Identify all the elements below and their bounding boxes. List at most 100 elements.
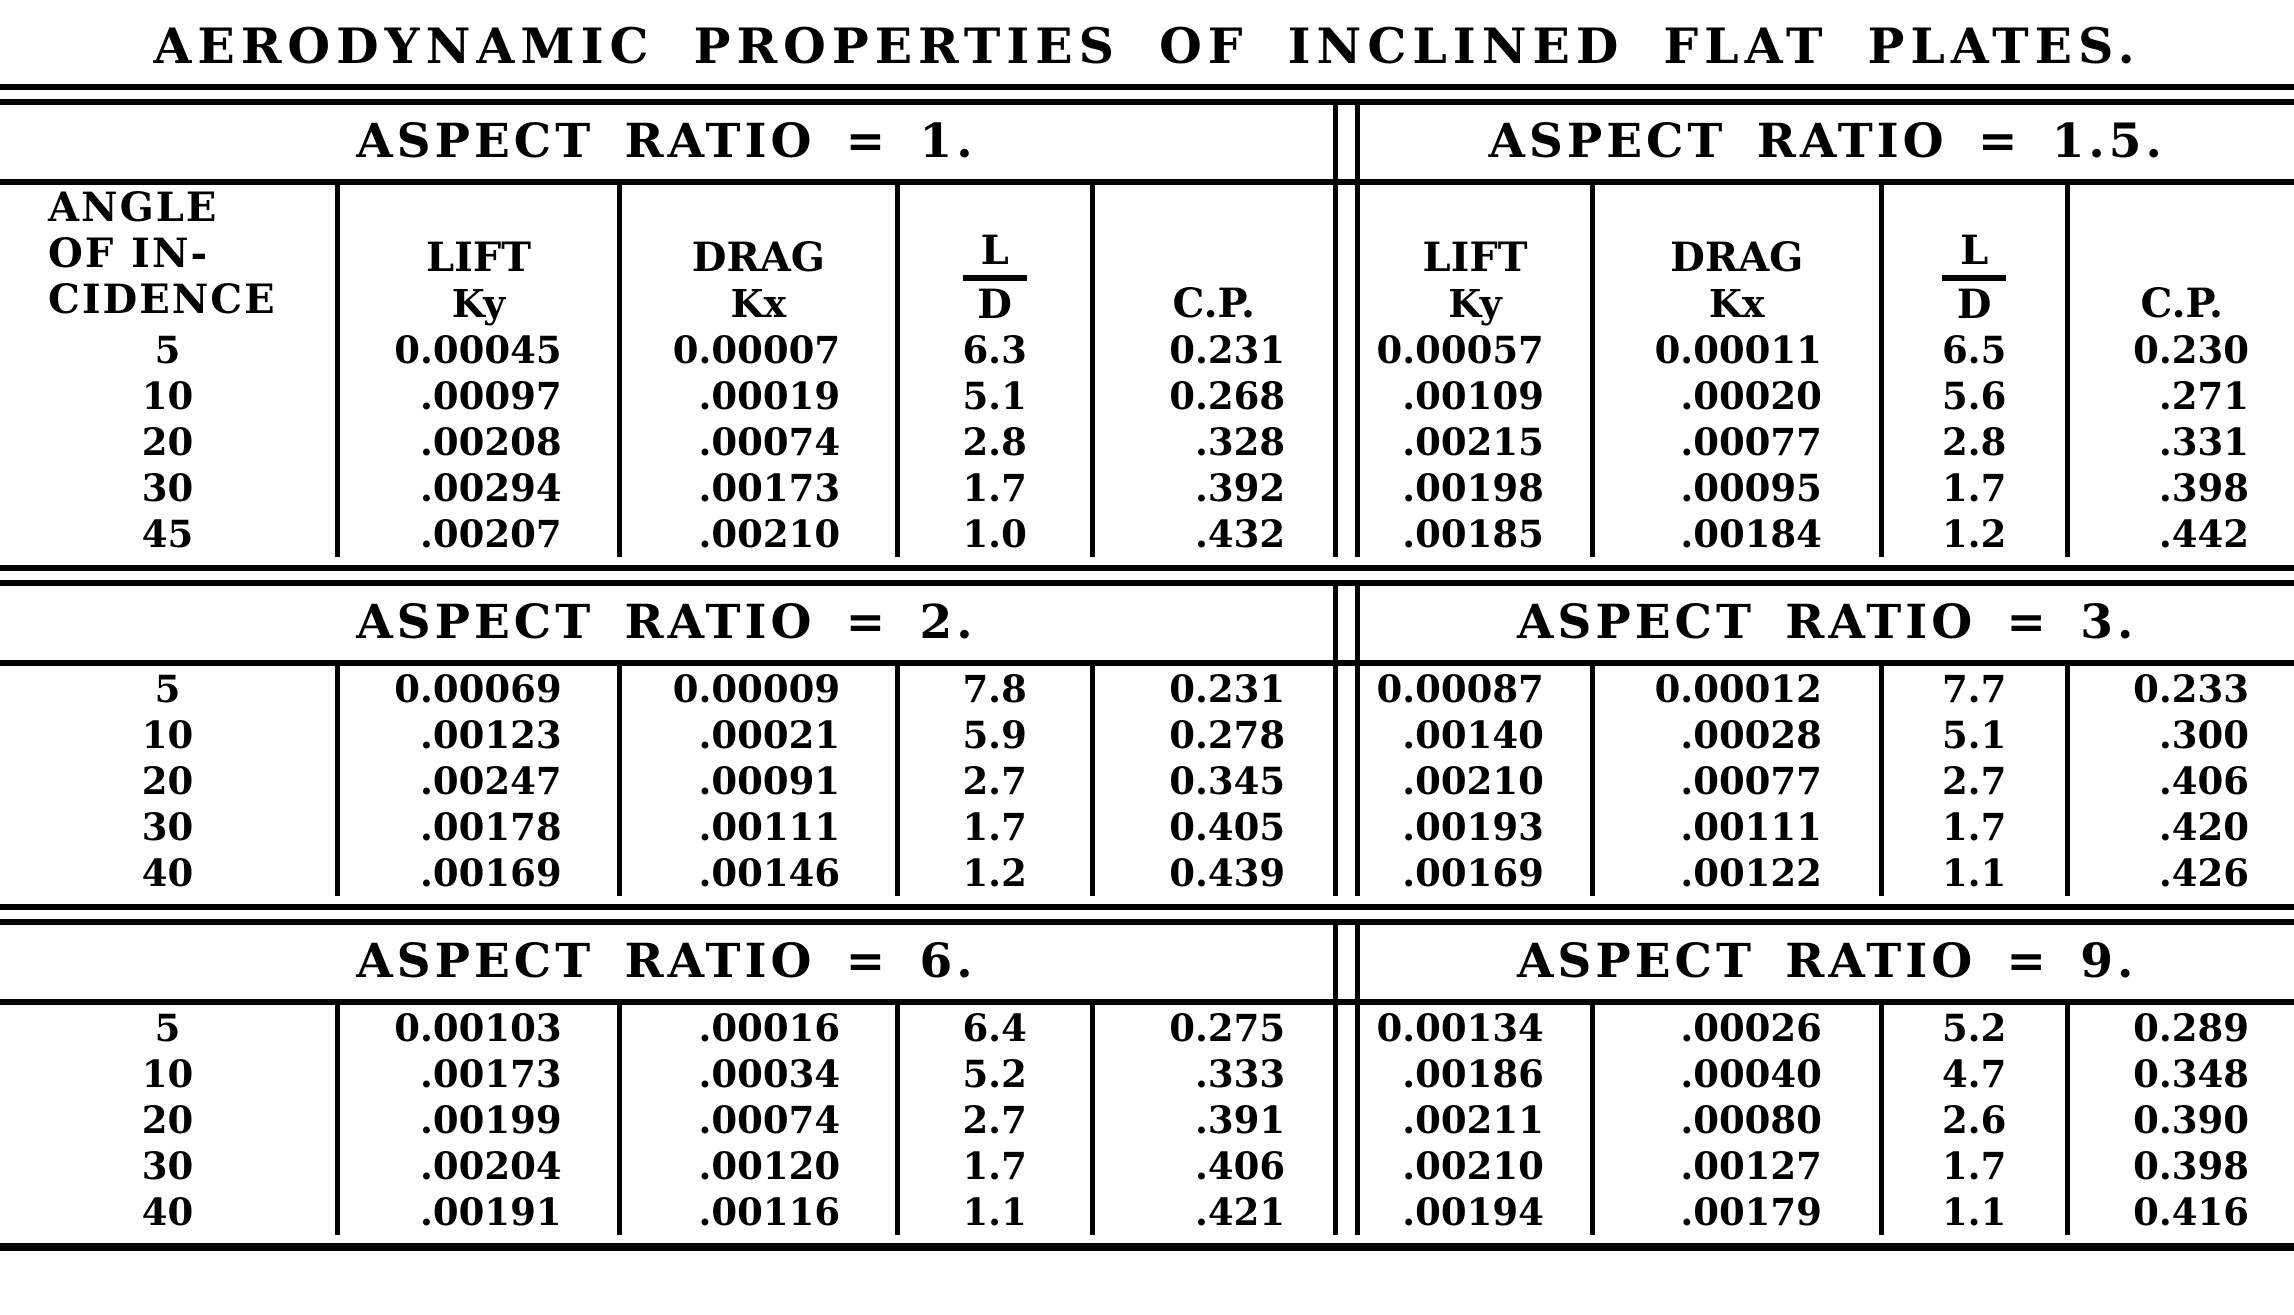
s2-left-a-cell: 5 (154, 667, 181, 711)
s3-left-ky-cell: .00173 (420, 1052, 562, 1096)
s1-left-ld-cell: 1.0 (962, 512, 1027, 556)
s3-left-kx-cell: .00034 (698, 1052, 841, 1096)
s3-left-cp-cell: 0.275 (1169, 1006, 1286, 1050)
s3-left-cp-cell: .406 (1195, 1144, 1286, 1188)
drag-values: .00016.00034.00074.00120.00116 (622, 1005, 895, 1235)
s2-left-ky-cell: .00169 (420, 851, 562, 895)
s3-right-ky-cell: .00194 (1402, 1190, 1544, 1234)
aspect-ratio-6-header: ASPECT RATIO = 6. (356, 934, 977, 989)
s2-left-cp-cell: 0.405 (1169, 805, 1286, 849)
cp-values: 0.233.300.406.420.426 (2070, 666, 2294, 896)
s3-left-ld-cell: 5.2 (962, 1052, 1027, 1096)
s2-left-kx-cell: .00021 (698, 713, 841, 757)
cp-values: 0.231 0.278 0.345 0.405 0.439 (1095, 666, 1333, 896)
s3-left-ky-cell: .00199 (420, 1098, 562, 1142)
s3-right-ky-cell: .00210 (1402, 1144, 1544, 1188)
s1-right-ky-cell: 0.00057 (1376, 328, 1544, 372)
cp-values: 0.230.271.331.398.442 (2070, 327, 2294, 557)
angle-values: 5 10 20 30 40 (0, 666, 335, 896)
s1-left-kx-cell: 0.00007 (672, 328, 841, 372)
section-double-rule (0, 904, 2294, 925)
section-2-table: 5 10 20 30 40 0.00069.00123.00247.00178.0016… (0, 666, 2294, 896)
ld-column: 6.4 5.2 2.7 1.7 1.1 (894, 1005, 1090, 1235)
s1-right-ld-cell: 5.6 (1941, 374, 2007, 418)
s3-right-ky-cell: .00211 (1402, 1098, 1544, 1142)
lift-column: 0.00103.00173.00199.00204.00191 (334, 1005, 617, 1235)
s1-right-cp-cell: .398 (2158, 466, 2250, 510)
s2-left-ky-cell: .00247 (420, 759, 562, 803)
s2-left-a-cell: 40 (141, 851, 194, 895)
s3-right-ld-cell: 4.7 (1941, 1052, 2007, 1096)
aspect-ratio-1-5-header: ASPECT RATIO = 1.5. (1488, 114, 2166, 169)
lift-values: 0.00045.00097.00208.00294.00207 (340, 327, 617, 557)
s1-right-ky-cell: .00198 (1402, 466, 1544, 510)
s2-left-ld-cell: 7.8 (962, 667, 1027, 711)
angle-values: 5 10 20 30 40 (0, 1005, 335, 1235)
s3-right-ld-cell: 1.1 (1941, 1190, 2007, 1234)
s3-left-ky-cell: .00191 (420, 1190, 562, 1234)
s1-right-kx-cell: .00095 (1680, 466, 1822, 510)
s3-left-a-cell: 20 (141, 1098, 194, 1142)
s3-left-ky-cell: .00204 (420, 1144, 562, 1188)
s2-right-cp-cell: 0.233 (2133, 667, 2250, 711)
title-double-rule (0, 84, 2294, 105)
s3-right-cp-cell: 0.398 (2133, 1144, 2250, 1188)
s2-right-ky-cell: .00210 (1402, 759, 1544, 803)
s1-left-cp-cell: 0.268 (1169, 374, 1286, 418)
center-double-divider (1332, 105, 1361, 179)
s2-left-cp-cell: 0.345 (1169, 759, 1286, 803)
ld-values: 6.4 5.2 2.7 1.7 1.1 (900, 1005, 1090, 1235)
ld-values: 6.3 5.1 2.8 1.7 1.0 (900, 327, 1090, 557)
s3-left-ld-cell: 2.7 (962, 1098, 1027, 1142)
cp-values: 0.289 0.348 0.390 0.398 0.416 (2070, 1005, 2294, 1235)
drag-values: 0.00011.00020.00077.00095.00184 (1595, 327, 1879, 557)
cp-label: C.P. (2140, 280, 2223, 327)
s2-left-ky-cell: .00178 (420, 805, 562, 849)
s2-left-kx-cell: 0.00009 (672, 667, 841, 711)
ld-column-right: 7.7 5.1 2.7 1.7 1.1 (1878, 666, 2065, 896)
ld-values: 6.5 5.6 2.8 1.7 1.2 (1884, 327, 2065, 557)
s2-right-kx-cell: .00077 (1680, 759, 1822, 803)
s1-left-a-cell: 5 (154, 328, 181, 372)
cp-label: C.P. (1172, 280, 1255, 327)
drag-column-right: 0.00012.00028.00077.00111.00122 (1589, 666, 1879, 896)
s1-left-ky-cell: 0.00045 (394, 328, 562, 372)
s2-left-ky-cell: 0.00069 (394, 667, 562, 711)
lift-values: 0.00134.00186.00211.00210.00194 (1360, 1005, 1589, 1235)
s3-right-kx-cell: .00026 (1680, 1006, 1822, 1050)
s2-right-ky-cell: .00193 (1402, 805, 1544, 849)
cp-column: 0.275.333.391.406.421 (1089, 1005, 1333, 1235)
lift-label: LIFT (426, 234, 531, 281)
fraction-bar (962, 275, 1027, 281)
lift-header: LIFT Ky (1360, 185, 1589, 327)
s1-left-a-cell: 30 (141, 466, 194, 510)
section-1-table: ANGLE OF IN- CIDENCE 5 10 20 30 45 LIFT Ky 0… (0, 185, 2294, 557)
s1-right-kx-cell: .00184 (1680, 512, 1822, 556)
s3-left-a-cell: 5 (154, 1006, 181, 1050)
s3-right-cp-cell: 0.390 (2133, 1098, 2250, 1142)
s1-left-cp-cell: .432 (1195, 512, 1286, 556)
s1-right-cp-cell: .331 (2158, 420, 2250, 464)
drag-values: 0.00012.00028.00077.00111.00122 (1595, 666, 1879, 896)
cp-header: C.P. (2070, 185, 2294, 327)
cp-values: 0.275.333.391.406.421 (1095, 1005, 1333, 1235)
angle-column: ANGLE OF IN- CIDENCE 5 10 20 30 45 (0, 185, 335, 557)
s2-left-cp-cell: 0.231 (1169, 667, 1286, 711)
ld-column: L D 6.3 5.1 2.8 1.7 1.0 (894, 185, 1090, 557)
ld-column-right: L D 6.5 5.6 2.8 1.7 1.2 (1878, 185, 2065, 557)
cp-column-right: 0.233.300.406.420.426 (2064, 666, 2294, 896)
s2-left-a-cell: 20 (141, 759, 194, 803)
s3-right-cp-cell: 0.348 (2133, 1052, 2250, 1096)
page-title: AERODYNAMIC PROPERTIES OF INCLINED FLAT … (153, 17, 2141, 75)
cp-column-right: C.P. 0.230.271.331.398.442 (2064, 185, 2294, 557)
lift-column-right: 0.00134.00186.00211.00210.00194 (1360, 1005, 1589, 1235)
lift-column: 0.00069.00123.00247.00178.00169 (334, 666, 617, 896)
section-1-header-band: ASPECT RATIO = 1. ASPECT RATIO = 1.5. (0, 105, 2294, 179)
aspect-ratio-2-header: ASPECT RATIO = 2. (356, 595, 977, 650)
rule (0, 179, 2294, 185)
s1-right-kx-cell: .00020 (1680, 374, 1822, 418)
s3-left-kx-cell: .00016 (698, 1006, 841, 1050)
center-double-divider (1332, 586, 1361, 660)
s2-left-cp-cell: 0.278 (1169, 713, 1286, 757)
s2-right-cp-cell: .420 (2158, 805, 2250, 849)
